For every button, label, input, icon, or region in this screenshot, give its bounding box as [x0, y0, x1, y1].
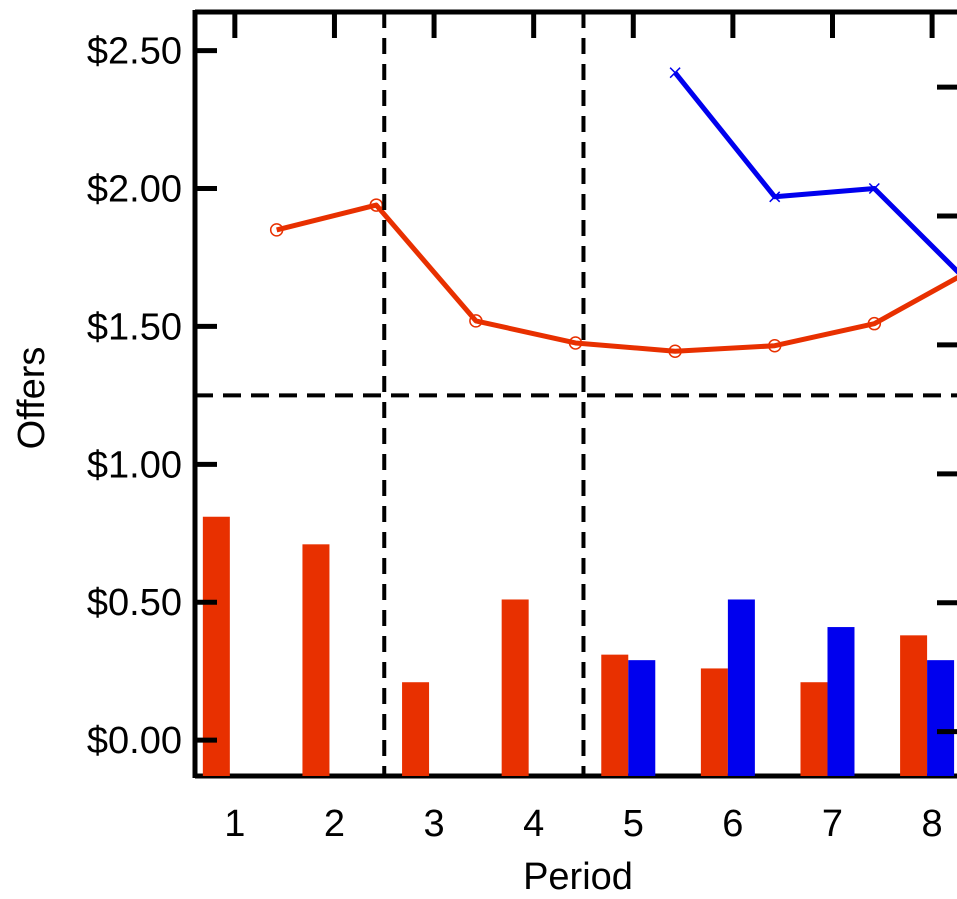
- y-tick-label: $0.00: [87, 720, 182, 762]
- data-point: [767, 338, 782, 353]
- y-tick-label: $2.50: [87, 31, 182, 73]
- x-tick-label: 8: [922, 803, 943, 845]
- marker-stroke: [769, 191, 781, 203]
- bar: [700, 668, 728, 776]
- data-point: [668, 344, 682, 358]
- bar: [727, 599, 755, 776]
- data-point: [769, 191, 781, 203]
- reference-lines-layer: [195, 12, 957, 776]
- x-tick-label: 5: [623, 803, 644, 845]
- x-tick-label: 7: [822, 803, 843, 845]
- bar: [900, 635, 928, 776]
- x-tick-label: 1: [224, 803, 245, 845]
- series-line: [673, 71, 957, 275]
- data-point: [867, 316, 882, 331]
- bar: [827, 627, 855, 776]
- data-point: [469, 314, 483, 328]
- y-tick-label: $1.50: [87, 306, 182, 348]
- marker-stroke: [669, 67, 681, 79]
- y-tick-label: $0.50: [87, 582, 182, 624]
- bar: [202, 516, 230, 776]
- bar: [601, 654, 629, 776]
- data-point: [669, 67, 681, 79]
- bar: [800, 682, 828, 776]
- marker-stroke: [868, 182, 880, 195]
- data-point: [868, 182, 880, 195]
- y-tick-label: $1.00: [87, 444, 182, 486]
- y-axis-title: Offers: [11, 347, 53, 450]
- x-axis-title: Period: [523, 856, 633, 898]
- series-line: [276, 202, 957, 354]
- x-tick-label: 3: [423, 803, 444, 845]
- lines-layer: [269, 67, 957, 358]
- data-point: [269, 223, 284, 237]
- y-tick-layer: $0.00 $0.50 $1.00 $1.50 $2.00 $2.50: [87, 31, 957, 762]
- x-tick-label: 2: [324, 803, 345, 845]
- bar: [628, 660, 656, 776]
- data-point: [568, 336, 583, 350]
- x-tick-label: 4: [523, 803, 544, 845]
- y-tick-label: $2.00: [87, 169, 182, 211]
- x-tick-label: 6: [722, 803, 743, 845]
- bars-layer: [202, 516, 955, 776]
- bar: [927, 660, 955, 776]
- bar: [402, 682, 430, 776]
- bar: [501, 599, 529, 776]
- bar: [302, 544, 330, 776]
- x-tick-layer: 1 2 3 4 5 6 7 8: [224, 12, 943, 845]
